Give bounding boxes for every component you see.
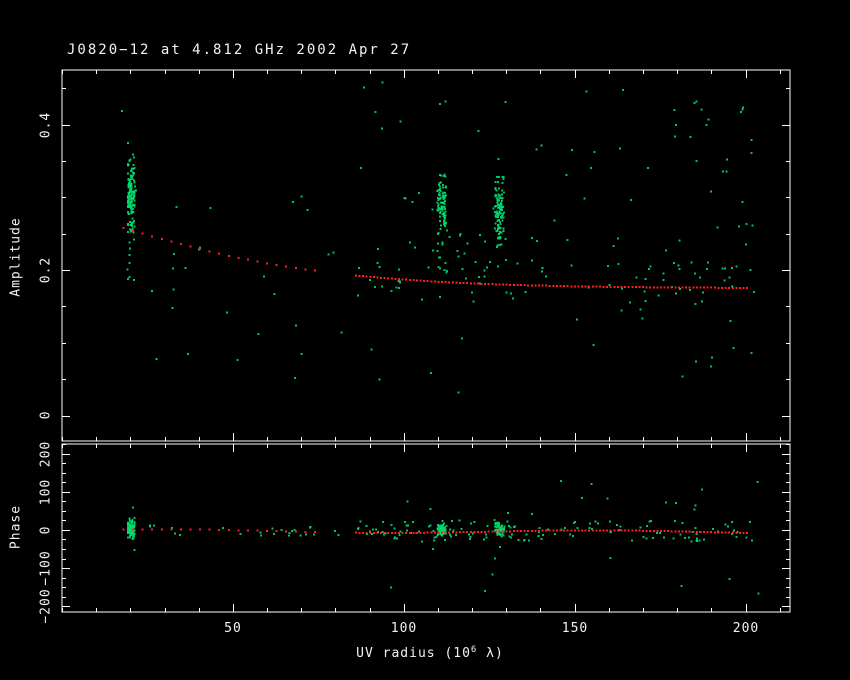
x-axis-title-post: λ)	[477, 646, 504, 661]
amp-ytick-label: 0.2	[38, 256, 54, 284]
phase-ytick-label: −100	[38, 550, 54, 586]
xtick-label: 150	[561, 621, 589, 636]
xtick-label: 50	[224, 621, 242, 636]
plot-title: J0820−12 at 4.812 GHz 2002 Apr 27	[67, 42, 412, 58]
phase-ytick-label: −200	[38, 588, 54, 624]
amplitude-axis-title: Amplitude	[8, 217, 24, 297]
phase-ytick-label: 0	[38, 525, 54, 535]
xtick-label: 200	[732, 621, 760, 636]
amp-ytick-label: 0	[38, 410, 54, 420]
amp-ytick-label: 0.4	[38, 111, 54, 139]
x-axis-title-pre: UV radius (10	[356, 646, 471, 661]
phase-ytick-label: 200	[38, 440, 54, 468]
phase-ytick-label: 100	[38, 478, 54, 506]
x-axis-title-exponent: 6	[470, 645, 478, 655]
xtick-label: 100	[390, 621, 418, 636]
phase-axis-title: Phase	[8, 504, 24, 550]
x-axis-title: UV radius (106 λ)	[356, 645, 504, 661]
